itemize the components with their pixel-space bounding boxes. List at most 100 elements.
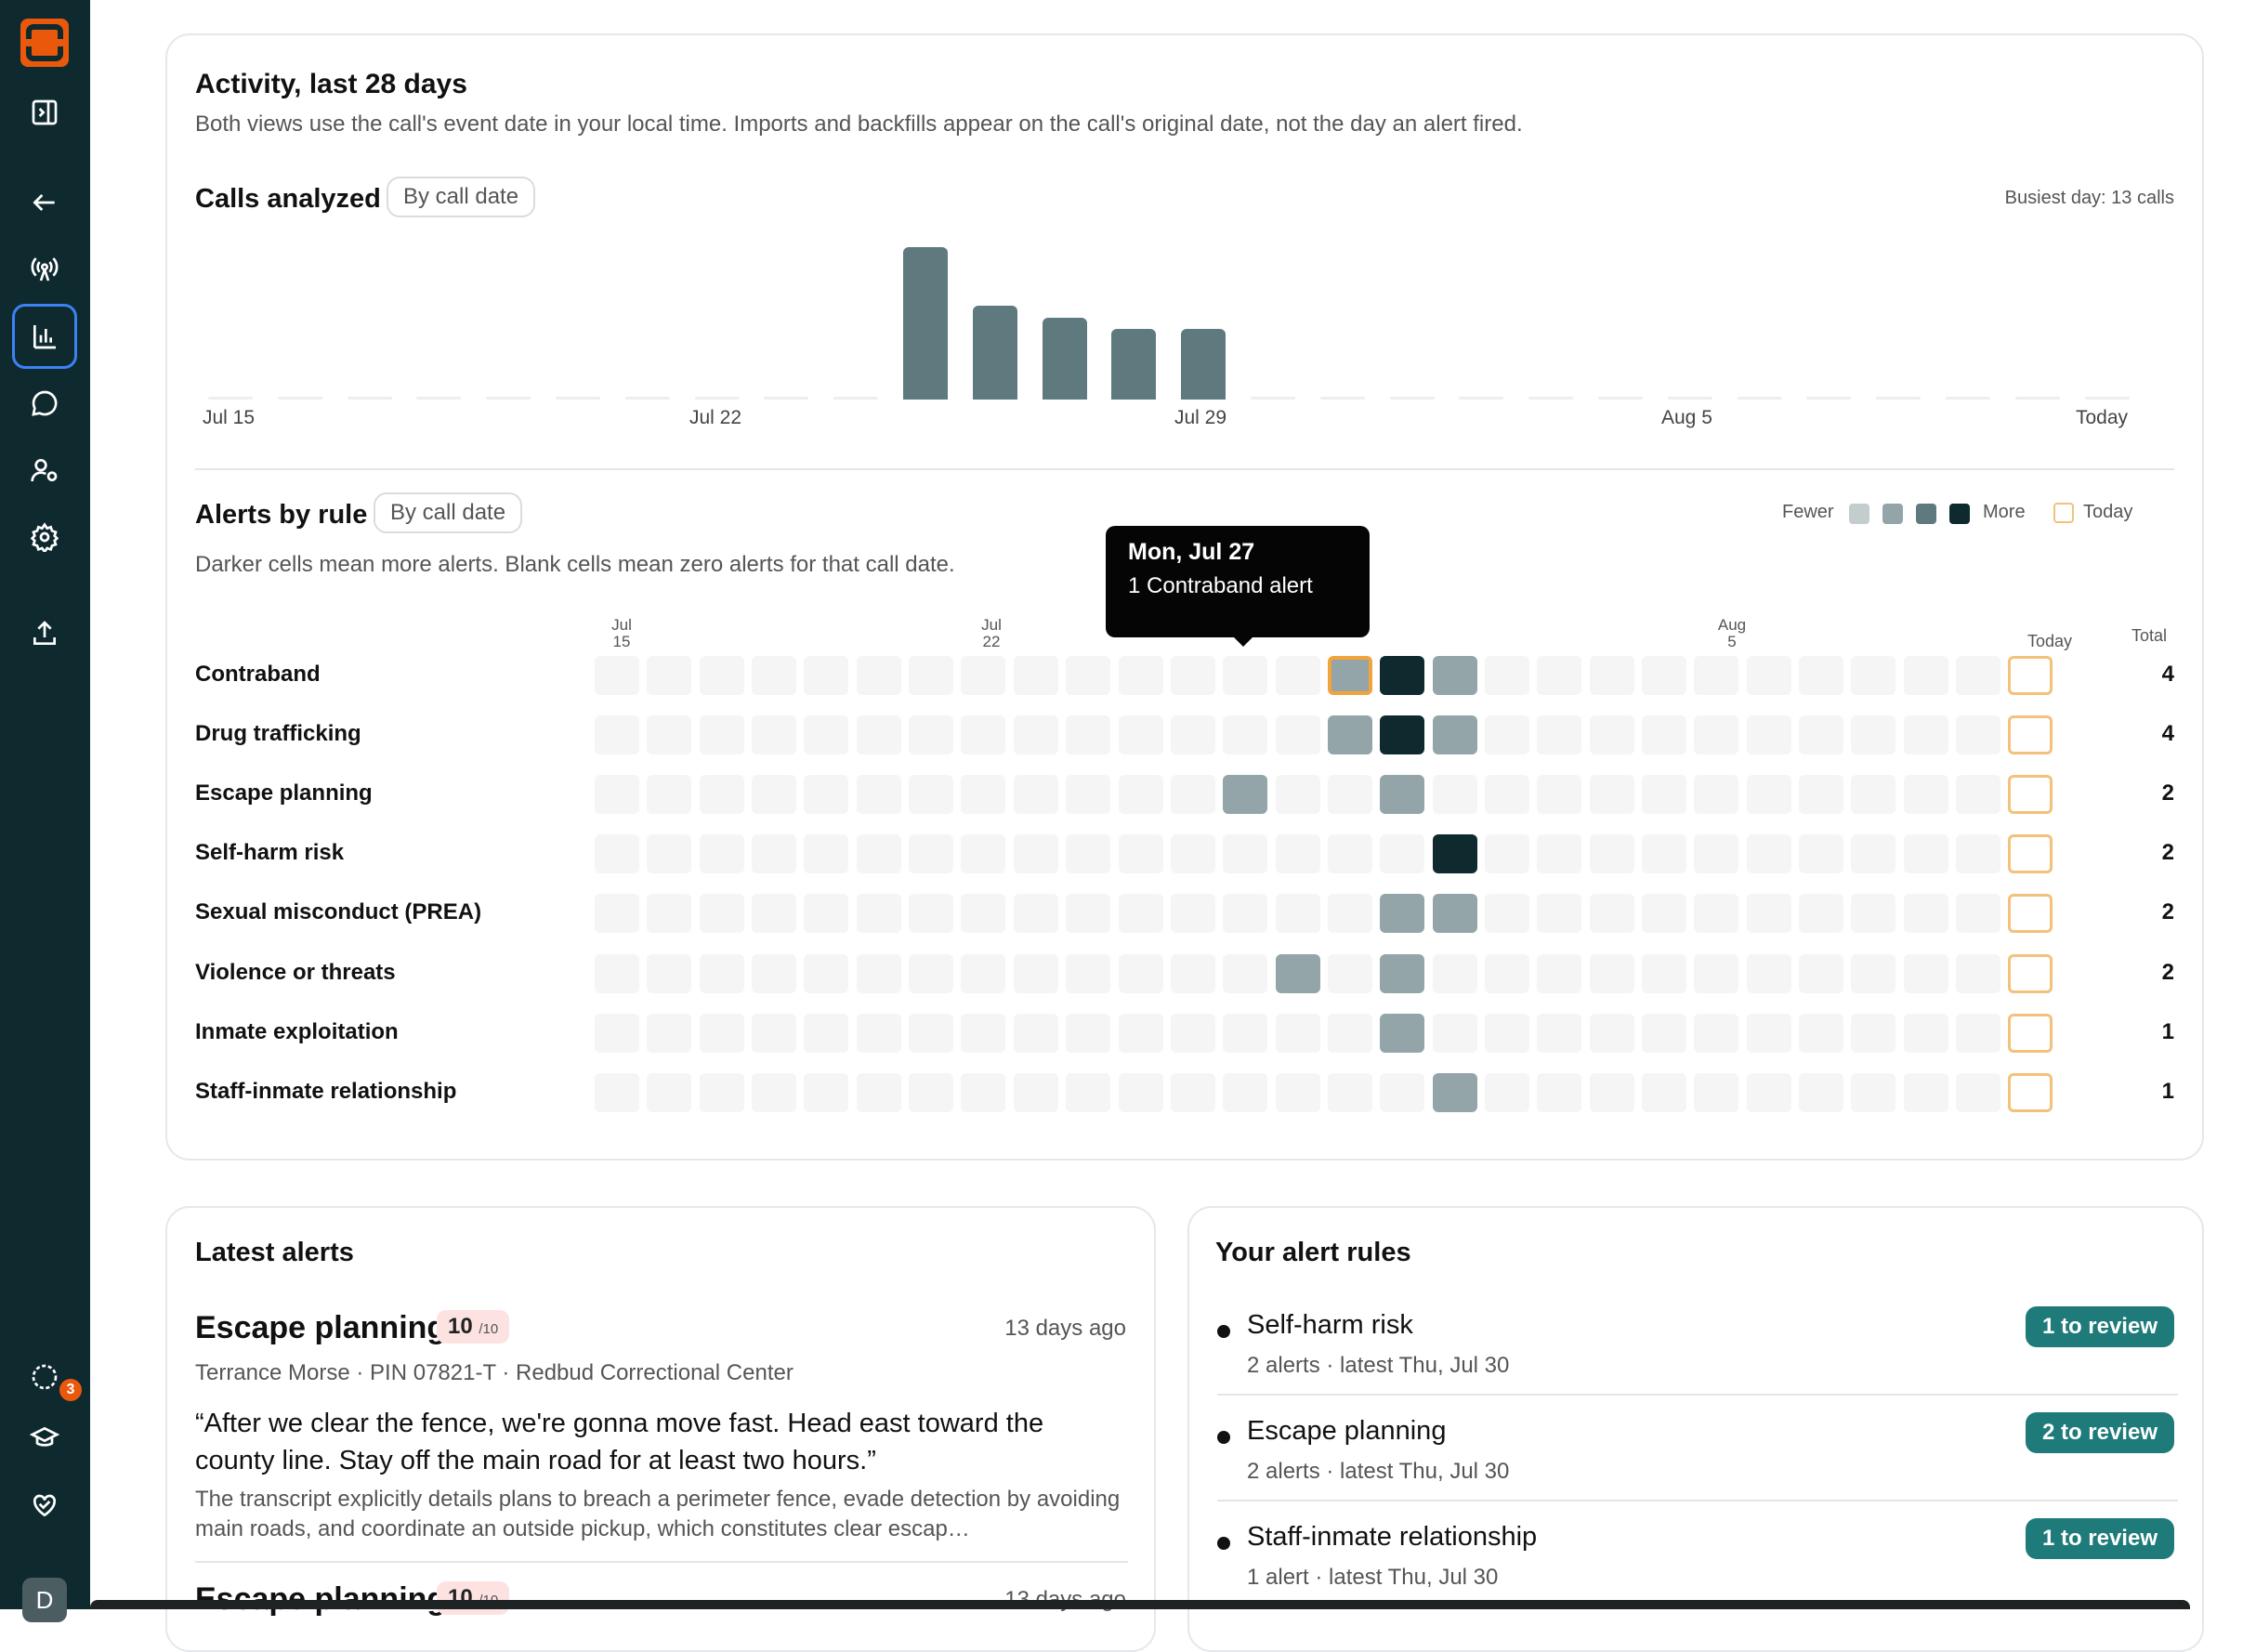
heatmap-cell[interactable] bbox=[1694, 1072, 1738, 1112]
heatmap-cell[interactable] bbox=[647, 775, 691, 815]
heatmap-cell[interactable] bbox=[1747, 834, 1791, 874]
heatmap-cell[interactable] bbox=[1956, 775, 2000, 815]
heatmap-today-cell[interactable] bbox=[2008, 715, 2053, 755]
heatmap-cell[interactable] bbox=[804, 1013, 848, 1053]
heatmap-cell[interactable] bbox=[1380, 775, 1424, 815]
heatmap-cell[interactable] bbox=[1328, 775, 1372, 815]
heatmap-cell[interactable] bbox=[1119, 715, 1163, 755]
heatmap-cell[interactable] bbox=[595, 1072, 639, 1112]
heatmap-cell[interactable] bbox=[752, 894, 796, 934]
notifications-icon[interactable]: 3 bbox=[19, 1351, 82, 1403]
heatmap-cell[interactable] bbox=[804, 1072, 848, 1112]
heatmap-cell[interactable] bbox=[804, 775, 848, 815]
heatmap-cell[interactable] bbox=[961, 656, 1005, 695]
heatmap-cell[interactable] bbox=[1119, 1013, 1163, 1053]
heatmap-cell[interactable] bbox=[700, 1072, 744, 1112]
heatmap-cell[interactable] bbox=[1066, 715, 1110, 755]
heatmap-cell[interactable] bbox=[647, 1013, 691, 1053]
heatmap-cell[interactable] bbox=[752, 1072, 796, 1112]
heatmap-cell[interactable] bbox=[1642, 656, 1686, 695]
heatmap-cell[interactable] bbox=[1171, 656, 1215, 695]
heatmap-cell[interactable] bbox=[909, 715, 953, 755]
heatmap-cell[interactable] bbox=[1799, 656, 1843, 695]
heatmap-cell[interactable] bbox=[1171, 953, 1215, 993]
heatmap-cell[interactable] bbox=[1590, 656, 1634, 695]
heatmap-today-cell[interactable] bbox=[2008, 953, 2053, 993]
heatmap-cell[interactable] bbox=[1171, 894, 1215, 934]
heatmap-cell[interactable] bbox=[595, 775, 639, 815]
heatmap-cell[interactable] bbox=[1066, 1072, 1110, 1112]
heatmap-cell[interactable] bbox=[700, 775, 744, 815]
heatmap-cell[interactable] bbox=[1956, 894, 2000, 934]
heatmap-cell[interactable] bbox=[909, 894, 953, 934]
heatmap-cell[interactable] bbox=[804, 715, 848, 755]
heatmap-cell[interactable] bbox=[1276, 656, 1320, 695]
heatmap-cell[interactable] bbox=[1851, 894, 1895, 934]
heatmap-cell[interactable] bbox=[1851, 715, 1895, 755]
heatmap-cell[interactable] bbox=[1276, 1013, 1320, 1053]
heatmap-cell[interactable] bbox=[857, 656, 901, 695]
heatmap-cell[interactable] bbox=[1851, 775, 1895, 815]
heatmap-cell[interactable] bbox=[1799, 1072, 1843, 1112]
heatmap-cell[interactable] bbox=[909, 656, 953, 695]
heatmap-cell[interactable] bbox=[1694, 834, 1738, 874]
chart-bar[interactable] bbox=[903, 247, 948, 400]
heatmap-cell[interactable] bbox=[1380, 656, 1424, 695]
heatmap-cell[interactable] bbox=[1223, 656, 1267, 695]
heatmap-cell[interactable] bbox=[1642, 894, 1686, 934]
heatmap-cell[interactable] bbox=[1799, 1013, 1843, 1053]
heatmap-cell[interactable] bbox=[1119, 953, 1163, 993]
heatmap-cell[interactable] bbox=[1433, 1072, 1477, 1112]
heatmap-cell[interactable] bbox=[1276, 775, 1320, 815]
heatmap-cell[interactable] bbox=[1433, 656, 1477, 695]
review-button[interactable]: 1 to review bbox=[2025, 1306, 2174, 1347]
heatmap-cell[interactable] bbox=[1223, 1072, 1267, 1112]
heatmap-cell[interactable] bbox=[1904, 894, 1948, 934]
heatmap-cell[interactable] bbox=[1956, 1072, 2000, 1112]
heatmap-cell[interactable] bbox=[1485, 656, 1529, 695]
heatmap-cell[interactable] bbox=[804, 834, 848, 874]
heatmap-cell[interactable] bbox=[1485, 775, 1529, 815]
heatmap-cell[interactable] bbox=[1223, 775, 1267, 815]
heatmap-cell[interactable] bbox=[1590, 775, 1634, 815]
heatmap-cell[interactable] bbox=[1328, 953, 1372, 993]
heatmap-cell[interactable] bbox=[1171, 1072, 1215, 1112]
heatmap-today-cell[interactable] bbox=[2008, 775, 2053, 815]
heatmap-cell[interactable] bbox=[857, 1072, 901, 1112]
heatmap-cell[interactable] bbox=[1066, 953, 1110, 993]
heatmap-cell[interactable] bbox=[1328, 1013, 1372, 1053]
heatmap-cell[interactable] bbox=[1747, 715, 1791, 755]
heatmap-cell[interactable] bbox=[1537, 656, 1581, 695]
broadcast-icon[interactable] bbox=[19, 243, 71, 295]
heatmap-cell[interactable] bbox=[1485, 715, 1529, 755]
heatmap-cell[interactable] bbox=[1119, 1072, 1163, 1112]
heatmap-cell[interactable] bbox=[1694, 953, 1738, 993]
heatmap-cell[interactable] bbox=[961, 775, 1005, 815]
heatmap-cell[interactable] bbox=[1956, 656, 2000, 695]
heatmap-cell[interactable] bbox=[1119, 894, 1163, 934]
heatmap-cell[interactable] bbox=[961, 953, 1005, 993]
heatmap-cell[interactable] bbox=[804, 953, 848, 993]
heatmap-cell[interactable] bbox=[961, 1072, 1005, 1112]
heatmap-cell[interactable] bbox=[1276, 894, 1320, 934]
heatmap-cell[interactable] bbox=[595, 894, 639, 934]
heatmap-cell[interactable] bbox=[1747, 953, 1791, 993]
heatmap-cell[interactable] bbox=[700, 953, 744, 993]
heatmap-cell[interactable] bbox=[857, 834, 901, 874]
chart-bar[interactable] bbox=[972, 306, 1017, 400]
heatmap-cell[interactable] bbox=[1328, 656, 1372, 695]
heatmap-cell[interactable] bbox=[1851, 834, 1895, 874]
heatmap-cell[interactable] bbox=[857, 715, 901, 755]
heatmap-cell[interactable] bbox=[909, 1013, 953, 1053]
heatmap-cell[interactable] bbox=[1276, 953, 1320, 993]
heatmap-cell[interactable] bbox=[1694, 775, 1738, 815]
heatmap-cell[interactable] bbox=[1747, 1013, 1791, 1053]
heatmap-cell[interactable] bbox=[1956, 1013, 2000, 1053]
heatmap-cell[interactable] bbox=[752, 656, 796, 695]
heatmap-cell[interactable] bbox=[647, 894, 691, 934]
app-logo[interactable] bbox=[20, 19, 69, 67]
heatmap-cell[interactable] bbox=[1642, 834, 1686, 874]
heatmap-cell[interactable] bbox=[1904, 1072, 1948, 1112]
heatmap-cell[interactable] bbox=[1747, 894, 1791, 934]
calls-by-date-pill[interactable]: By call date bbox=[387, 177, 536, 217]
